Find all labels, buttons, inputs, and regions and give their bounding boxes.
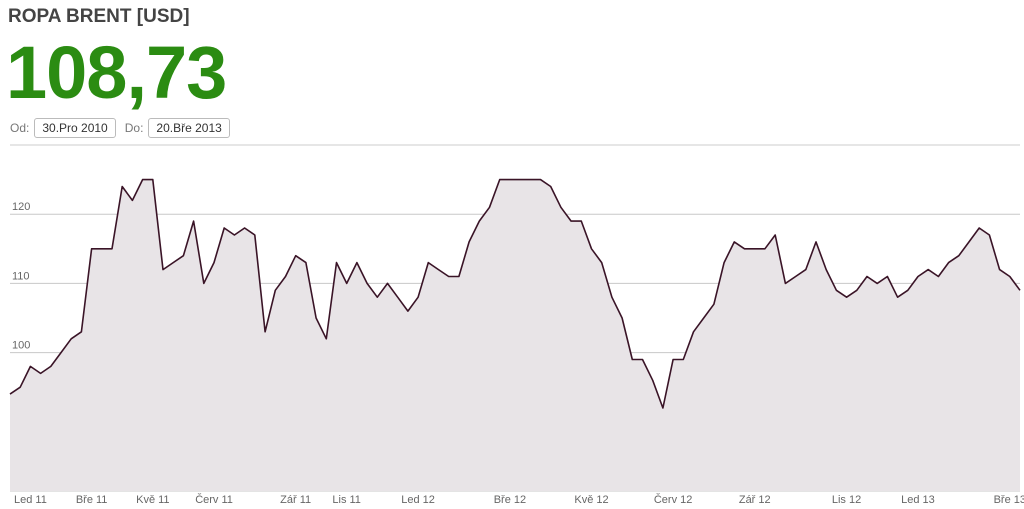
to-date[interactable]: 20.Bře 2013	[148, 118, 230, 138]
x-tick-label: Zář 11	[280, 494, 311, 506]
x-tick-label: Lis 12	[832, 494, 861, 506]
y-tick-label: 120	[12, 201, 30, 213]
x-tick-label: Kvě 11	[136, 494, 169, 506]
x-tick-label: Bře 12	[494, 494, 526, 506]
x-tick-label: Led 13	[901, 494, 935, 506]
x-tick-label: Bře 11	[76, 494, 108, 506]
from-date[interactable]: 30.Pro 2010	[34, 118, 116, 138]
x-tick-label: Červ 11	[195, 493, 233, 506]
x-tick-label: Led 11	[14, 494, 47, 506]
chart-title: ROPA BRENT [USD]	[8, 6, 190, 27]
x-tick-label: Led 12	[401, 494, 435, 506]
from-label: Od:	[10, 121, 30, 135]
line	[9, 178, 1021, 409]
x-tick-label: Lis 11	[332, 494, 361, 506]
x-tick-label: Červ 12	[654, 493, 693, 506]
date-range: Od: 30.Pro 2010 Do: 20.Bře 2013	[10, 118, 234, 138]
y-tick-label: 100	[12, 340, 30, 352]
x-tick-label: Zář 12	[739, 494, 771, 506]
area	[10, 179, 1020, 491]
to-label: Do:	[124, 121, 144, 135]
x-tick-label: Kvě 12	[574, 494, 608, 506]
price: 108,73	[6, 31, 227, 114]
x-tick-label: Bře 13	[994, 494, 1024, 506]
y-tick-label: 110	[12, 270, 30, 282]
